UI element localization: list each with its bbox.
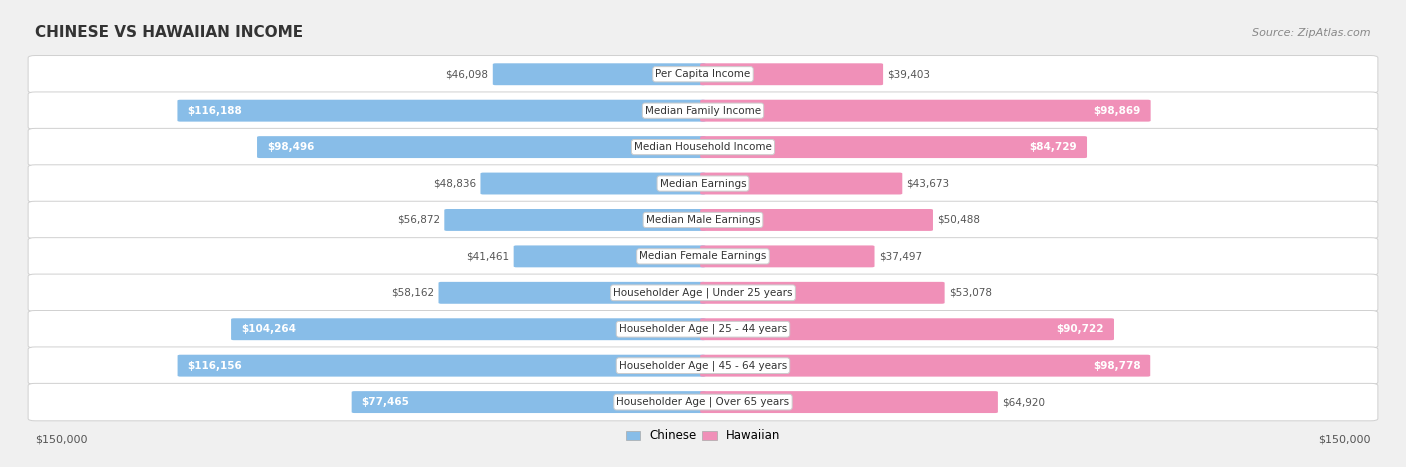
Text: $56,872: $56,872 bbox=[396, 215, 440, 225]
Text: Householder Age | Over 65 years: Householder Age | Over 65 years bbox=[616, 397, 790, 407]
Text: $50,488: $50,488 bbox=[938, 215, 980, 225]
Text: $150,000: $150,000 bbox=[35, 434, 87, 444]
FancyBboxPatch shape bbox=[28, 201, 1378, 239]
FancyBboxPatch shape bbox=[700, 318, 1114, 340]
FancyBboxPatch shape bbox=[177, 100, 706, 121]
FancyBboxPatch shape bbox=[439, 282, 706, 304]
FancyBboxPatch shape bbox=[700, 355, 1150, 376]
Text: $116,188: $116,188 bbox=[187, 106, 242, 116]
FancyBboxPatch shape bbox=[231, 318, 706, 340]
Text: $41,461: $41,461 bbox=[467, 251, 509, 262]
FancyBboxPatch shape bbox=[177, 355, 706, 376]
Text: $98,869: $98,869 bbox=[1094, 106, 1140, 116]
Text: $43,673: $43,673 bbox=[907, 178, 949, 189]
Text: $90,722: $90,722 bbox=[1057, 324, 1104, 334]
Text: Median Household Income: Median Household Income bbox=[634, 142, 772, 152]
Text: Median Female Earnings: Median Female Earnings bbox=[640, 251, 766, 262]
Text: Householder Age | 25 - 44 years: Householder Age | 25 - 44 years bbox=[619, 324, 787, 334]
Text: $150,000: $150,000 bbox=[1319, 434, 1371, 444]
FancyBboxPatch shape bbox=[700, 64, 883, 85]
FancyBboxPatch shape bbox=[700, 282, 945, 304]
Text: $98,496: $98,496 bbox=[267, 142, 315, 152]
Text: $53,078: $53,078 bbox=[949, 288, 991, 298]
Text: $39,403: $39,403 bbox=[887, 69, 931, 79]
FancyBboxPatch shape bbox=[28, 165, 1378, 202]
Legend: Chinese, Hawaiian: Chinese, Hawaiian bbox=[621, 425, 785, 447]
FancyBboxPatch shape bbox=[700, 173, 903, 194]
FancyBboxPatch shape bbox=[700, 391, 998, 413]
FancyBboxPatch shape bbox=[28, 128, 1378, 166]
FancyBboxPatch shape bbox=[28, 238, 1378, 275]
FancyBboxPatch shape bbox=[352, 391, 706, 413]
Text: Householder Age | 45 - 64 years: Householder Age | 45 - 64 years bbox=[619, 361, 787, 371]
Text: $116,156: $116,156 bbox=[187, 361, 242, 371]
FancyBboxPatch shape bbox=[28, 383, 1378, 421]
Text: $104,264: $104,264 bbox=[240, 324, 295, 334]
Text: $46,098: $46,098 bbox=[446, 69, 488, 79]
Text: Median Male Earnings: Median Male Earnings bbox=[645, 215, 761, 225]
FancyBboxPatch shape bbox=[28, 56, 1378, 93]
FancyBboxPatch shape bbox=[444, 209, 706, 231]
FancyBboxPatch shape bbox=[700, 209, 934, 231]
FancyBboxPatch shape bbox=[700, 136, 1087, 158]
Text: $64,920: $64,920 bbox=[1002, 397, 1045, 407]
FancyBboxPatch shape bbox=[28, 311, 1378, 348]
Text: $84,729: $84,729 bbox=[1029, 142, 1077, 152]
FancyBboxPatch shape bbox=[28, 274, 1378, 311]
Text: $58,162: $58,162 bbox=[391, 288, 434, 298]
Text: $98,778: $98,778 bbox=[1092, 361, 1140, 371]
Text: $77,465: $77,465 bbox=[361, 397, 409, 407]
Text: CHINESE VS HAWAIIAN INCOME: CHINESE VS HAWAIIAN INCOME bbox=[35, 25, 304, 40]
Text: Householder Age | Under 25 years: Householder Age | Under 25 years bbox=[613, 288, 793, 298]
Text: $37,497: $37,497 bbox=[879, 251, 922, 262]
FancyBboxPatch shape bbox=[481, 173, 706, 194]
Text: Median Earnings: Median Earnings bbox=[659, 178, 747, 189]
FancyBboxPatch shape bbox=[257, 136, 706, 158]
Text: Source: ZipAtlas.com: Source: ZipAtlas.com bbox=[1253, 28, 1371, 38]
FancyBboxPatch shape bbox=[28, 347, 1378, 384]
Text: $48,836: $48,836 bbox=[433, 178, 477, 189]
FancyBboxPatch shape bbox=[700, 246, 875, 267]
Text: Median Family Income: Median Family Income bbox=[645, 106, 761, 116]
Text: Per Capita Income: Per Capita Income bbox=[655, 69, 751, 79]
FancyBboxPatch shape bbox=[700, 100, 1150, 121]
FancyBboxPatch shape bbox=[28, 92, 1378, 129]
FancyBboxPatch shape bbox=[513, 246, 706, 267]
FancyBboxPatch shape bbox=[492, 64, 706, 85]
